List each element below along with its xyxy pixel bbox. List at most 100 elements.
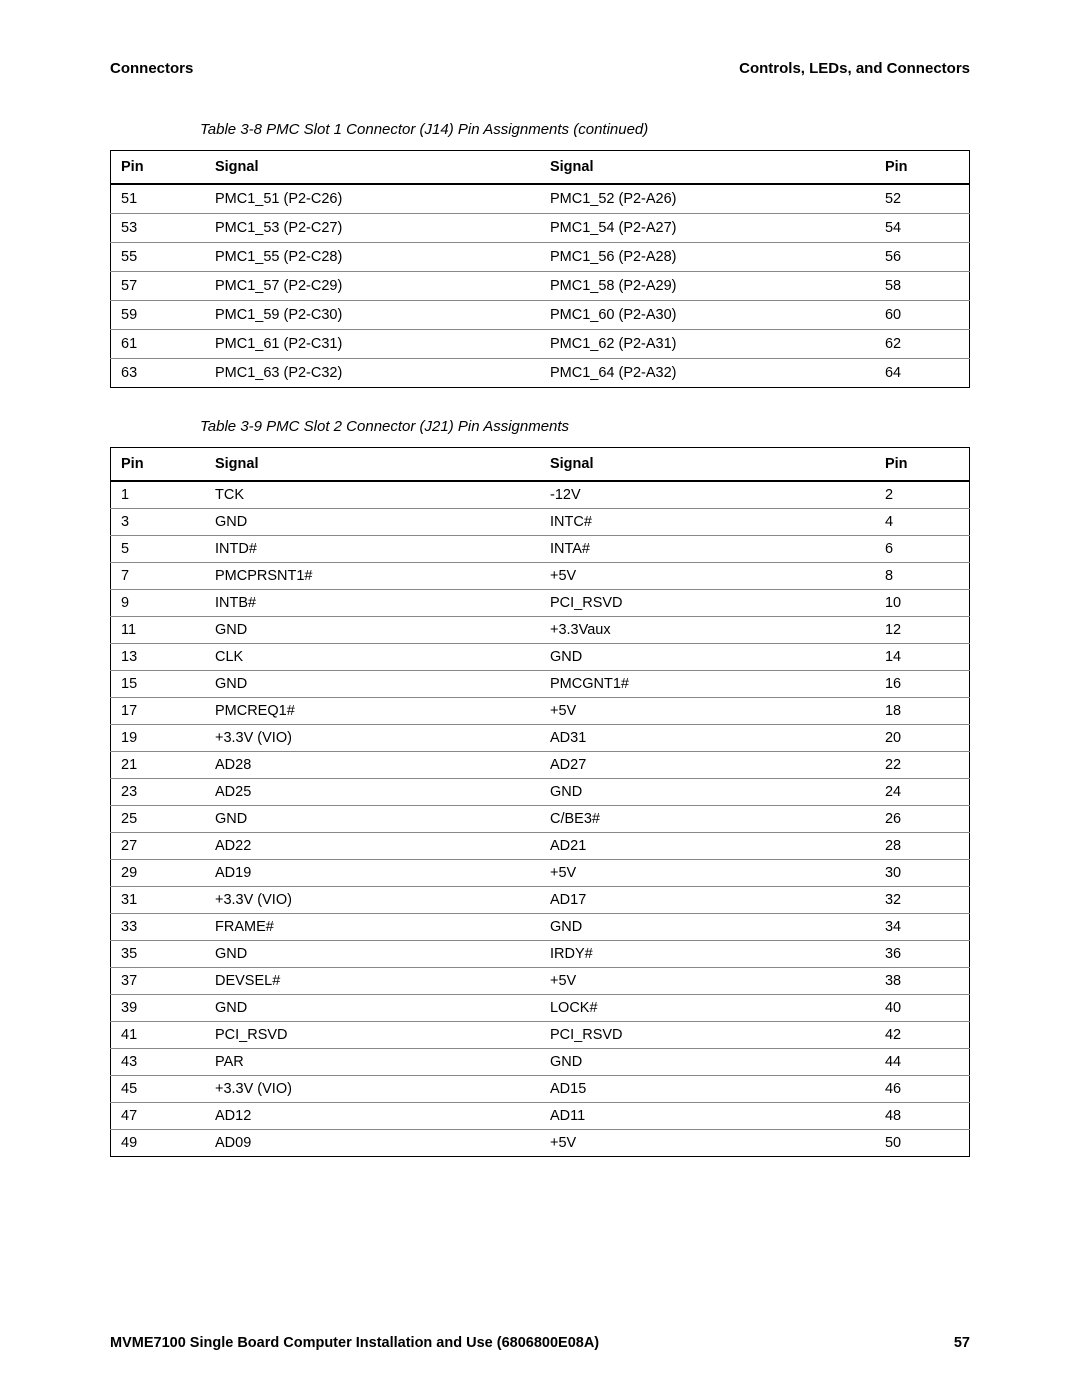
table-cell: PMC1_51 (P2-C26)	[205, 184, 540, 214]
table-cell: PMC1_57 (P2-C29)	[205, 272, 540, 301]
table-cell: 60	[875, 301, 970, 330]
table-cell: 12	[875, 617, 970, 644]
table-row: 31+3.3V (VIO)AD1732	[111, 887, 970, 914]
table-cell: AD27	[540, 752, 875, 779]
table-cell: +5V	[540, 1130, 875, 1157]
table2-caption: Table 3-9 PMC Slot 2 Connector (J21) Pin…	[200, 418, 970, 435]
table2: Pin Signal Signal Pin 1TCK-12V23GNDINTC#…	[110, 447, 970, 1157]
table-cell: GND	[205, 617, 540, 644]
table-cell: 9	[111, 590, 205, 617]
table-cell: 7	[111, 563, 205, 590]
table-cell: 24	[875, 779, 970, 806]
table-cell: 57	[111, 272, 205, 301]
table-cell: +3.3Vaux	[540, 617, 875, 644]
table-row: 3GNDINTC#4	[111, 509, 970, 536]
table-cell: 29	[111, 860, 205, 887]
table-cell: PMCREQ1#	[205, 698, 540, 725]
table-cell: PMC1_53 (P2-C27)	[205, 214, 540, 243]
table-cell: +3.3V (VIO)	[205, 887, 540, 914]
table1: Pin Signal Signal Pin 51PMC1_51 (P2-C26)…	[110, 150, 970, 388]
table-cell: 16	[875, 671, 970, 698]
table-row: 53PMC1_53 (P2-C27)PMC1_54 (P2-A27)54	[111, 214, 970, 243]
table-cell: 37	[111, 968, 205, 995]
table-row: 55PMC1_55 (P2-C28)PMC1_56 (P2-A28)56	[111, 243, 970, 272]
page-content: Connectors Controls, LEDs, and Connector…	[0, 0, 1080, 1237]
table-cell: GND	[540, 644, 875, 671]
table-cell: INTA#	[540, 536, 875, 563]
col-pin-left: Pin	[111, 448, 205, 482]
table-cell: GND	[540, 1049, 875, 1076]
table-cell: PMC1_54 (P2-A27)	[540, 214, 875, 243]
table-row: 35GNDIRDY#36	[111, 941, 970, 968]
table1-header-row: Pin Signal Signal Pin	[111, 151, 970, 185]
col-signal-left: Signal	[205, 151, 540, 185]
table-cell: GND	[205, 806, 540, 833]
table-cell: PMCPRSNT1#	[205, 563, 540, 590]
table-row: 25GNDC/BE3#26	[111, 806, 970, 833]
table-cell: PAR	[205, 1049, 540, 1076]
table-cell: PMC1_60 (P2-A30)	[540, 301, 875, 330]
table-cell: 41	[111, 1022, 205, 1049]
table-row: 15GNDPMCGNT1#16	[111, 671, 970, 698]
col-signal-right: Signal	[540, 448, 875, 482]
table-cell: 22	[875, 752, 970, 779]
table-cell: 59	[111, 301, 205, 330]
table-cell: 35	[111, 941, 205, 968]
table-row: 61PMC1_61 (P2-C31)PMC1_62 (P2-A31)62	[111, 330, 970, 359]
table-row: 49AD09+5V50	[111, 1130, 970, 1157]
table2-header-row: Pin Signal Signal Pin	[111, 448, 970, 482]
table-cell: PCI_RSVD	[205, 1022, 540, 1049]
table-cell: AD21	[540, 833, 875, 860]
table-cell: 23	[111, 779, 205, 806]
table-cell: 64	[875, 359, 970, 388]
table-row: 5INTD#INTA#6	[111, 536, 970, 563]
footer-title: MVME7100 Single Board Computer Installat…	[110, 1335, 599, 1351]
table-cell: 38	[875, 968, 970, 995]
table-cell: PMC1_55 (P2-C28)	[205, 243, 540, 272]
table-cell: 1	[111, 481, 205, 509]
table-cell: 45	[111, 1076, 205, 1103]
table-cell: 21	[111, 752, 205, 779]
table-cell: PCI_RSVD	[540, 1022, 875, 1049]
table-cell: AD25	[205, 779, 540, 806]
table-cell: 20	[875, 725, 970, 752]
table-cell: PMC1_52 (P2-A26)	[540, 184, 875, 214]
table-cell: +5V	[540, 968, 875, 995]
table-cell: PMC1_62 (P2-A31)	[540, 330, 875, 359]
table-cell: FRAME#	[205, 914, 540, 941]
table-cell: 15	[111, 671, 205, 698]
table-row: 33FRAME#GND34	[111, 914, 970, 941]
table-row: 9INTB#PCI_RSVD10	[111, 590, 970, 617]
table-cell: 54	[875, 214, 970, 243]
table-cell: 46	[875, 1076, 970, 1103]
table-cell: PMC1_61 (P2-C31)	[205, 330, 540, 359]
table-cell: +3.3V (VIO)	[205, 725, 540, 752]
table-row: 59PMC1_59 (P2-C30)PMC1_60 (P2-A30)60	[111, 301, 970, 330]
table-cell: GND	[205, 995, 540, 1022]
table-cell: 32	[875, 887, 970, 914]
table-cell: PMC1_56 (P2-A28)	[540, 243, 875, 272]
table-row: 13CLKGND14	[111, 644, 970, 671]
table-cell: 62	[875, 330, 970, 359]
table-cell: AD31	[540, 725, 875, 752]
table-cell: 26	[875, 806, 970, 833]
table-row: 11GND+3.3Vaux12	[111, 617, 970, 644]
table-row: 29AD19+5V30	[111, 860, 970, 887]
table-cell: 17	[111, 698, 205, 725]
table-cell: AD28	[205, 752, 540, 779]
table-cell: 39	[111, 995, 205, 1022]
table-cell: 63	[111, 359, 205, 388]
table-cell: 47	[111, 1103, 205, 1130]
table-cell: 25	[111, 806, 205, 833]
table-cell: +5V	[540, 563, 875, 590]
table-cell: 49	[111, 1130, 205, 1157]
table-cell: INTD#	[205, 536, 540, 563]
table-row: 21AD28AD2722	[111, 752, 970, 779]
table-cell: 52	[875, 184, 970, 214]
footer-page-number: 57	[954, 1335, 970, 1351]
table-cell: PMC1_64 (P2-A32)	[540, 359, 875, 388]
table-row: 45+3.3V (VIO)AD1546	[111, 1076, 970, 1103]
table-cell: 10	[875, 590, 970, 617]
col-signal-right: Signal	[540, 151, 875, 185]
table-cell: GND	[205, 509, 540, 536]
